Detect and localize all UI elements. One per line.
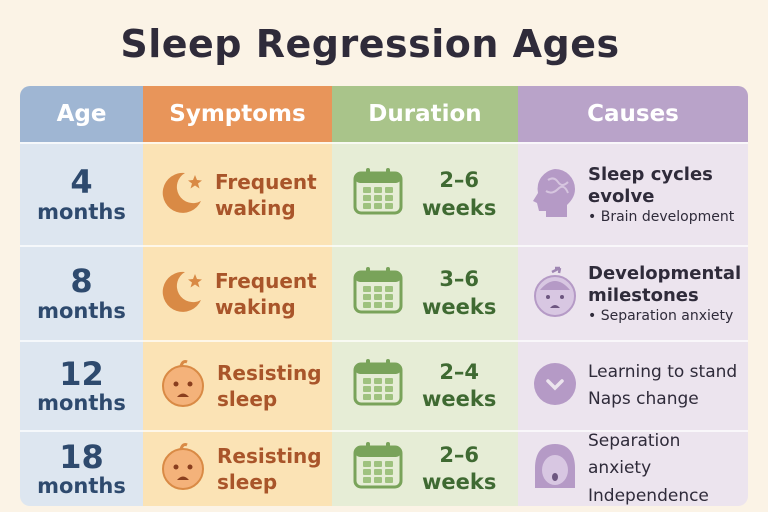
duration-cell: 2–4 weeks (332, 340, 518, 430)
cause-line: Independence (588, 485, 709, 506)
chevron-circle-icon (530, 359, 580, 413)
cause-line: Separation anxiety (588, 431, 681, 479)
duration-range: 3–6 (439, 267, 480, 292)
age-number: 4 (70, 163, 93, 202)
cause-line: evolve (588, 185, 655, 207)
header-symptoms: Symptoms (143, 86, 332, 142)
cause-line: milestones (588, 284, 699, 306)
duration-range: 2–6 (439, 442, 480, 467)
calendar-icon (352, 440, 404, 497)
age-number: 12 (59, 354, 104, 393)
age-cell: 4 months (20, 142, 143, 245)
calendar-icon (352, 357, 404, 414)
age-unit: months (37, 474, 126, 499)
symptom-line: sleep (217, 387, 278, 411)
fussy-baby-icon (157, 440, 209, 498)
age-number: 8 (70, 262, 93, 301)
age-cell: 18 months (20, 430, 143, 506)
symptom-line: Resisting (217, 444, 322, 468)
symptom-line: sleep (217, 470, 278, 494)
age-unit: months (37, 298, 126, 323)
cause-line: Naps change (588, 389, 699, 409)
age-number: 18 (59, 437, 104, 476)
header-age: Age (20, 86, 143, 142)
cause-line: Sleep cycles (588, 163, 713, 185)
fussy-baby-icon (157, 357, 209, 415)
cause-line: Developmental (588, 262, 742, 284)
symptom-cell: Frequent waking (143, 245, 332, 340)
header-causes: Causes (518, 86, 748, 142)
symptom-cell: Frequent waking (143, 142, 332, 245)
symptom-line: waking (215, 195, 296, 220)
calendar-icon (352, 265, 404, 322)
duration-cell: 2–6 weeks (332, 430, 518, 506)
duration-unit: weeks (422, 387, 497, 411)
duration-range: 2–6 (439, 168, 480, 193)
symptom-line: Frequent (215, 169, 317, 194)
moon-star-icon (157, 167, 207, 223)
cause-note: • Separation anxiety (588, 308, 734, 325)
cause-line: Learning to stand (588, 361, 738, 382)
cause-cell: Separation anxiety Independence (518, 430, 748, 506)
duration-cell: 3–6 weeks (332, 245, 518, 340)
symptom-line: Frequent (215, 268, 317, 293)
age-unit: months (37, 199, 126, 224)
brain-head-icon (530, 165, 580, 224)
duration-cell: 2–6 weeks (332, 142, 518, 245)
symptom-line: waking (215, 294, 296, 319)
cause-cell: Developmental milestones • Separation anxi… (518, 245, 748, 340)
duration-unit: weeks (422, 470, 497, 494)
cause-cell: Learning to stand Naps change (518, 340, 748, 430)
cause-note: • Brain development (588, 209, 735, 226)
header-duration: Duration (332, 86, 518, 142)
duration-unit: weeks (422, 195, 497, 220)
baby-face-icon (530, 264, 580, 323)
cause-cell: Sleep cycles evolve • Brain development (518, 142, 748, 245)
moon-star-icon (157, 266, 207, 322)
toddler-icon (530, 440, 580, 499)
page-title: Sleep Regression Ages (120, 22, 620, 66)
symptom-cell: Resisting sleep (143, 430, 332, 506)
regression-table: Age Symptoms Duration Causes 4 months Fre… (20, 86, 748, 506)
symptom-line: Resisting (217, 361, 322, 385)
age-cell: 12 months (20, 340, 143, 430)
symptom-cell: Resisting sleep (143, 340, 332, 430)
duration-unit: weeks (422, 294, 497, 319)
age-cell: 8 months (20, 245, 143, 340)
duration-range: 2–4 (439, 359, 480, 384)
age-unit: months (37, 391, 126, 416)
calendar-icon (352, 166, 404, 223)
